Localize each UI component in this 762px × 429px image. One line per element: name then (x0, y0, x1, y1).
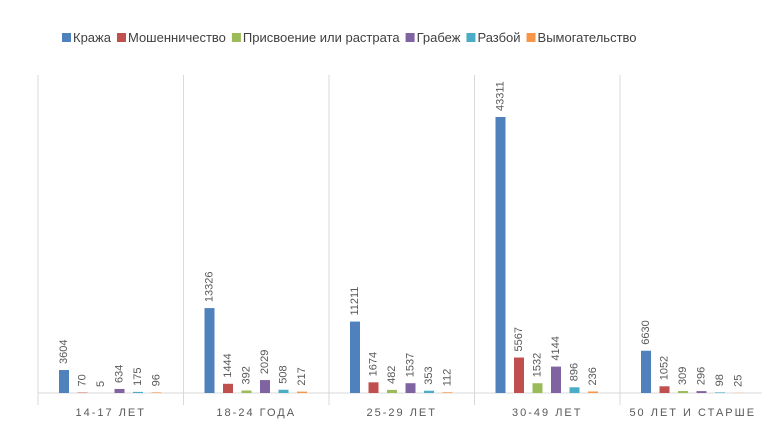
value-label: 482 (386, 366, 398, 384)
value-label: 296 (695, 367, 707, 385)
value-label: 1052 (658, 356, 670, 380)
value-label: 508 (277, 365, 289, 383)
value-label: 98 (714, 374, 726, 386)
value-label: 217 (296, 367, 308, 385)
bar (514, 357, 524, 393)
bar (223, 383, 233, 393)
legend-swatch (405, 33, 415, 42)
bar (678, 391, 688, 393)
bar (350, 321, 360, 393)
bar (114, 388, 125, 393)
bar (405, 383, 416, 393)
bar (532, 383, 543, 393)
legend-label: Кража (73, 30, 112, 45)
bar (442, 392, 453, 393)
bar (297, 391, 307, 393)
bar (424, 390, 434, 393)
value-label: 70 (76, 374, 88, 386)
x-tick-label: 30-49 ЛЕТ (512, 407, 582, 419)
value-label: 112 (441, 369, 453, 387)
x-tick-label: 50 ЛЕТ И СТАРШЕ (629, 407, 756, 419)
value-label: 5567 (513, 327, 525, 351)
x-tick-label: 25-29 ЛЕТ (367, 407, 437, 419)
bar (368, 382, 379, 393)
value-label: 11211 (349, 287, 361, 316)
value-label: 43311 (494, 81, 506, 111)
x-tick-label: 18-24 ГОДА (216, 407, 296, 419)
bar (387, 389, 397, 393)
legend-swatch (526, 33, 536, 42)
value-label: 5 (95, 381, 107, 387)
bar (715, 392, 725, 393)
value-label: 309 (677, 367, 689, 385)
legend-swatch (231, 33, 241, 42)
value-label: 175 (132, 368, 144, 386)
legend-label: Вымогательство (538, 30, 637, 45)
legend-label: Грабеж (417, 30, 461, 45)
legend-label: Разбой (477, 30, 520, 45)
bar (133, 391, 143, 393)
value-label: 236 (587, 367, 599, 385)
bar (59, 370, 69, 393)
legend-swatch (466, 33, 476, 42)
value-label: 1674 (367, 352, 379, 376)
value-label: 1537 (404, 353, 416, 377)
bar (241, 390, 252, 393)
bar (495, 117, 506, 393)
value-label: 6630 (640, 320, 652, 344)
bar (588, 391, 598, 393)
x-tick-label: 14-17 ЛЕТ (76, 407, 146, 419)
value-label: 392 (240, 366, 252, 384)
legend-swatch (62, 33, 71, 42)
value-label: 13326 (203, 271, 215, 302)
bar (569, 387, 580, 393)
bar (151, 392, 162, 393)
bar (659, 386, 670, 393)
value-label: 96 (150, 374, 162, 386)
bar (696, 391, 707, 393)
bar (204, 308, 215, 393)
bar (551, 366, 561, 393)
legend-swatch (116, 33, 126, 42)
value-label: 2029 (259, 350, 271, 374)
value-label: 1444 (222, 353, 234, 377)
value-label: 1532 (531, 353, 543, 377)
legend-label: Мошенничество (128, 30, 226, 45)
value-label: 896 (568, 363, 580, 381)
bar (260, 380, 270, 393)
bar (641, 350, 651, 393)
bar (278, 389, 289, 393)
value-label: 3604 (58, 340, 70, 364)
legend-label: Присвоение или растрата (243, 30, 400, 45)
value-label: 353 (423, 366, 435, 384)
value-label: 634 (113, 365, 125, 383)
value-label: 25 (732, 375, 744, 387)
value-label: 4144 (550, 336, 562, 360)
